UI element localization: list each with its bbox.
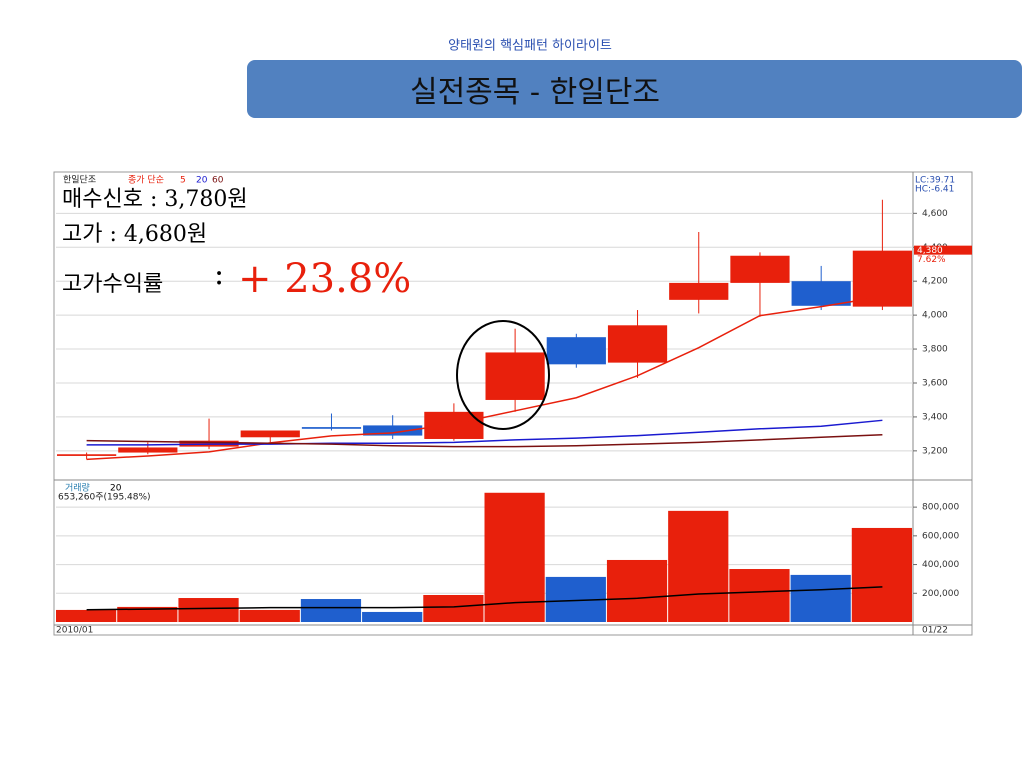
y-tick-label: 400,000 [922, 560, 959, 570]
volume-bar [729, 569, 790, 622]
y-tick-label: 4,000 [922, 311, 948, 321]
volume-bar [300, 599, 362, 622]
candle-body [485, 352, 545, 400]
legend-entry: 60 [212, 176, 224, 186]
candle-body [424, 411, 484, 439]
volume-bar [56, 609, 117, 622]
volume-bar [668, 510, 729, 622]
y-tick-label: 3,200 [922, 446, 948, 456]
candle-body [240, 430, 300, 438]
y-tick-label: 200,000 [922, 589, 959, 599]
annotation: + 23.8% [238, 256, 411, 302]
y-tick-label: 600,000 [922, 531, 959, 541]
last-price-tag [914, 245, 972, 255]
volume-bar [239, 609, 300, 622]
y-tick-label: 3,600 [922, 378, 948, 388]
candle-body [57, 454, 117, 456]
candle-body [546, 337, 606, 365]
candle-body [730, 255, 790, 283]
y-tick-label: 3,800 [922, 345, 948, 355]
ma-line [86, 295, 883, 461]
volume-bar [851, 527, 912, 622]
y-tick-label: 4,200 [922, 277, 948, 287]
annotation: 고가수익률 [62, 272, 163, 297]
date-label: 01/22 [922, 626, 948, 636]
y-tick-label: 3,400 [922, 412, 948, 422]
annotation: 고가 : 4,680원 [62, 222, 207, 247]
volume-title: 거래량 [65, 482, 90, 494]
info-text: HC:-6.41 [915, 185, 954, 195]
candle-body [301, 427, 362, 429]
chart-layer: 3,2003,4003,6003,8004,0004,2004,4004,600… [56, 175, 972, 636]
ma-line [86, 586, 883, 611]
candle-body [118, 447, 178, 453]
volume-bar [178, 598, 239, 622]
volume-bar [362, 611, 423, 622]
title-banner [247, 60, 1022, 118]
volume-bar [117, 606, 178, 622]
last-change: 7.62% [917, 255, 946, 265]
volume-bar [423, 595, 484, 622]
candle-body [363, 425, 423, 436]
annotation: 매수신호 : 3,780원 [62, 187, 248, 212]
volume-bar [790, 574, 851, 622]
slide-title: 실전종목 - 한일단조 [410, 75, 660, 110]
legend-entry: 20 [110, 484, 122, 494]
last-price: 4,380 [917, 246, 943, 256]
legend-entry: 5 [180, 176, 186, 186]
info-text: LC:39.71 [915, 176, 955, 186]
y-tick-label: 4,600 [922, 209, 948, 219]
candle-body [852, 250, 912, 307]
stock-name: 한일단조 [63, 175, 96, 186]
ma-label: 종가 단순 [128, 175, 164, 186]
volume-subtitle: 653,260주(195.48%) [58, 492, 151, 503]
y-tick-label: 800,000 [922, 503, 959, 513]
ma-line [86, 419, 883, 446]
candle-body [607, 325, 668, 363]
legend-entry: 20 [196, 176, 208, 186]
date-label: 2010/01 [56, 626, 93, 636]
candle-body [791, 281, 851, 306]
volume-bar [606, 559, 668, 622]
ma-line [86, 433, 883, 448]
candle-body [669, 282, 729, 300]
header: 양태원의 핵심패턴 하이라이트 [448, 39, 612, 54]
annotation: : [214, 257, 224, 292]
highlight-circle [456, 320, 550, 430]
volume-bar [484, 492, 545, 622]
